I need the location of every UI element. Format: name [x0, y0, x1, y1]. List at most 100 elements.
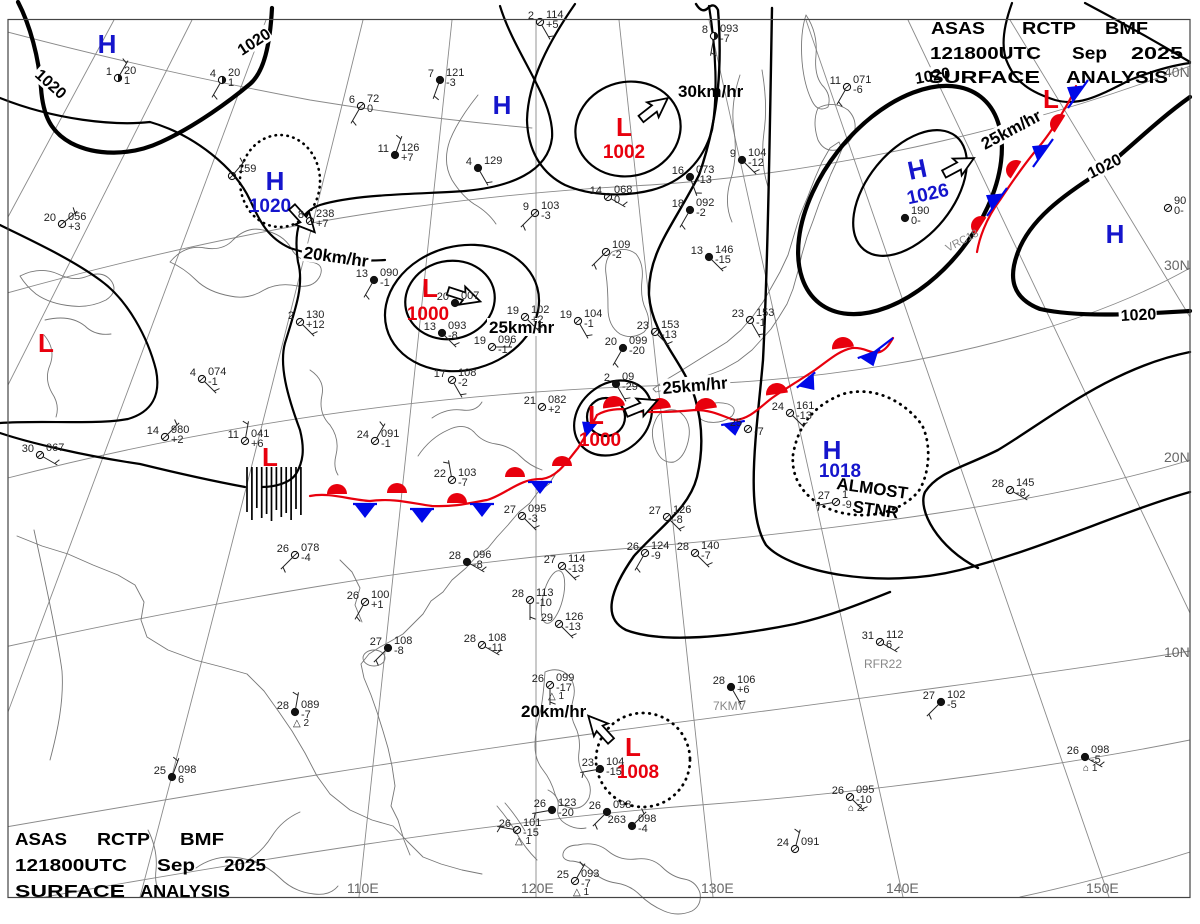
svg-text:26: 26 — [534, 798, 546, 810]
svg-text:-3: -3 — [541, 210, 551, 222]
svg-text:L: L — [616, 112, 632, 142]
svg-text:-9: -9 — [842, 499, 852, 511]
svg-text:25: 25 — [557, 869, 569, 881]
svg-text:6: 6 — [349, 94, 355, 106]
svg-text:RFR22: RFR22 — [864, 657, 902, 671]
svg-text:-1: -1 — [584, 318, 594, 330]
svg-text:27: 27 — [544, 554, 556, 566]
svg-text:-13: -13 — [568, 563, 584, 575]
svg-text:4: 4 — [466, 156, 472, 168]
svg-text:14: 14 — [590, 185, 602, 197]
svg-text:1: 1 — [228, 77, 234, 89]
svg-text:11: 11 — [830, 75, 841, 87]
svg-text:-13: -13 — [565, 621, 581, 633]
svg-text:9: 9 — [730, 148, 736, 160]
svg-text:121800UTC: 121800UTC — [15, 855, 127, 875]
svg-text:10N: 10N — [1164, 644, 1190, 660]
svg-text:0-: 0- — [1174, 205, 1184, 217]
svg-text:30km/hr: 30km/hr — [678, 82, 744, 101]
svg-text:ANALYSIS: ANALYSIS — [1066, 67, 1168, 87]
svg-text:7: 7 — [428, 68, 434, 80]
svg-text:H: H — [493, 90, 512, 120]
svg-text:+12: +12 — [306, 319, 325, 331]
svg-text:-4: -4 — [638, 823, 648, 835]
svg-text:BMF: BMF — [1105, 18, 1148, 38]
svg-text:SURFACE: SURFACE — [928, 67, 1040, 87]
svg-text:0: 0 — [614, 194, 620, 206]
svg-text:13: 13 — [691, 245, 703, 257]
svg-text:-11: -11 — [488, 642, 503, 654]
svg-text:-6: -6 — [853, 84, 863, 96]
svg-text:2025: 2025 — [1131, 43, 1183, 63]
svg-text:28: 28 — [464, 633, 476, 645]
svg-text:1002: 1002 — [603, 142, 645, 163]
svg-text:110E: 110E — [347, 880, 379, 896]
svg-text:1020: 1020 — [249, 196, 291, 217]
svg-text:L: L — [38, 328, 54, 358]
svg-text:0: 0 — [367, 103, 373, 115]
svg-text:1020: 1020 — [1120, 306, 1157, 325]
svg-text:-1: -1 — [380, 277, 390, 289]
svg-text:17: 17 — [434, 368, 446, 380]
svg-text:22: 22 — [434, 468, 446, 480]
svg-text:130E: 130E — [701, 880, 734, 896]
svg-text:121800UTC: 121800UTC — [930, 43, 1041, 63]
svg-text:-15: -15 — [606, 766, 622, 778]
svg-text:+3: +3 — [68, 221, 81, 233]
svg-text:14: 14 — [147, 425, 159, 437]
svg-text:-20: -20 — [558, 807, 574, 819]
svg-text:26: 26 — [347, 590, 359, 602]
svg-text:26: 26 — [589, 800, 601, 812]
svg-text:28: 28 — [713, 675, 725, 687]
svg-text:11: 11 — [228, 429, 239, 441]
svg-text:23: 23 — [637, 320, 649, 332]
svg-text:21: 21 — [524, 395, 536, 407]
svg-text:27: 27 — [370, 636, 382, 648]
svg-text:1: 1 — [124, 75, 130, 87]
svg-text:27: 27 — [818, 490, 830, 502]
svg-text:-1: -1 — [381, 438, 391, 450]
svg-text:27: 27 — [649, 505, 661, 517]
svg-text:-8: -8 — [473, 559, 483, 571]
svg-text:120E: 120E — [521, 880, 554, 896]
svg-text:-8: -8 — [1016, 487, 1026, 499]
svg-text:1000: 1000 — [579, 430, 621, 451]
svg-text:7KMV: 7KMV — [713, 699, 746, 713]
svg-text:28: 28 — [677, 541, 689, 553]
svg-text:1: 1 — [106, 66, 112, 78]
svg-text:091: 091 — [801, 836, 819, 848]
svg-text:+7: +7 — [316, 218, 329, 230]
svg-text:0-: 0- — [911, 215, 921, 227]
svg-text:20: 20 — [44, 212, 56, 224]
svg-text:BMF: BMF — [180, 829, 224, 849]
svg-text:ASAS: ASAS — [931, 18, 985, 38]
svg-text:-7: -7 — [720, 33, 730, 45]
svg-text:+5: +5 — [546, 19, 559, 31]
svg-text:-4: -4 — [301, 552, 311, 564]
svg-text:2: 2 — [604, 372, 610, 384]
svg-text:-7: -7 — [458, 477, 468, 489]
svg-text:13: 13 — [424, 321, 436, 333]
svg-text:29: 29 — [541, 612, 553, 624]
svg-text:28: 28 — [449, 550, 461, 562]
svg-text:2025: 2025 — [224, 855, 266, 875]
svg-text:+2: +2 — [171, 434, 184, 446]
svg-text:28: 28 — [512, 588, 524, 600]
svg-text:-2: -2 — [458, 377, 468, 389]
svg-text:007: 007 — [461, 290, 479, 302]
svg-text:-3: -3 — [446, 77, 456, 89]
svg-text:26: 26 — [1067, 745, 1079, 757]
svg-text:-8: -8 — [394, 645, 404, 657]
svg-text:-13: -13 — [661, 329, 677, 341]
svg-text:26: 26 — [627, 541, 639, 553]
svg-text:ASAS: ASAS — [15, 829, 67, 849]
svg-text:-12: -12 — [748, 157, 764, 169]
svg-text:31: 31 — [862, 630, 874, 642]
svg-text:L: L — [422, 273, 438, 303]
svg-text:150E: 150E — [1086, 880, 1119, 896]
svg-text:-7: -7 — [754, 426, 764, 438]
svg-text:067: 067 — [46, 442, 64, 454]
svg-text:24: 24 — [357, 429, 369, 441]
svg-text:L: L — [588, 400, 604, 430]
svg-text:H: H — [1106, 219, 1125, 249]
